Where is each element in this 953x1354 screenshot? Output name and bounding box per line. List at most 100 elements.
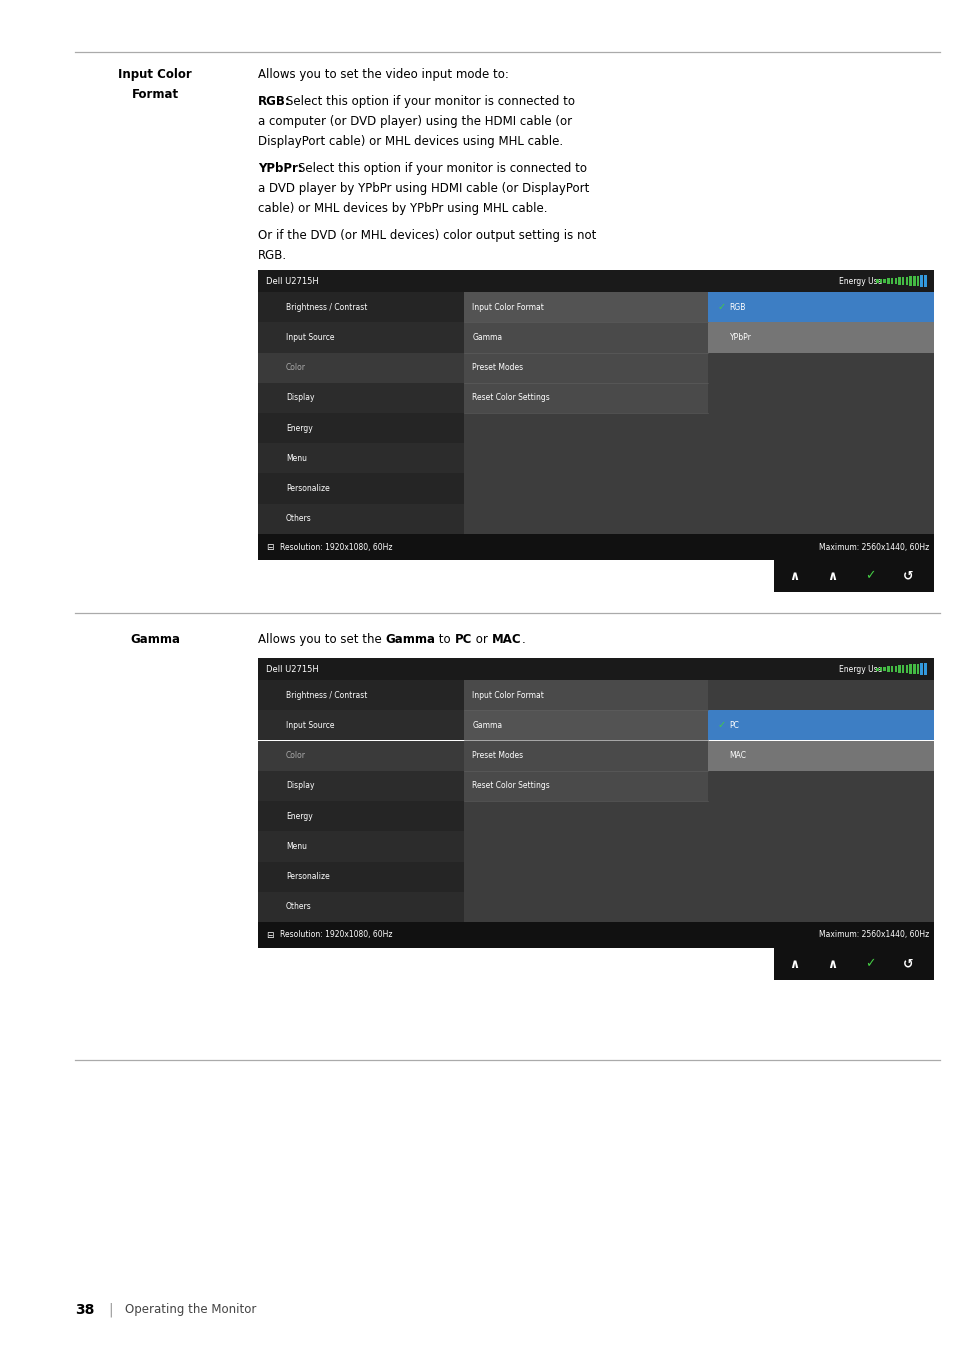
Text: ∧: ∧ [788, 570, 799, 582]
Text: Others: Others [286, 515, 312, 524]
Text: Brightness / Contrast: Brightness / Contrast [286, 691, 367, 700]
Text: 38: 38 [75, 1303, 94, 1317]
Bar [898, 665, 900, 673]
Text: Input Color Format: Input Color Format [472, 303, 543, 311]
Text: Format: Format [132, 88, 178, 102]
Text: Energy Use: Energy Use [838, 276, 882, 286]
Text: |: | [108, 1303, 112, 1317]
Text: RGB: RGB [729, 303, 745, 311]
Text: Or if the DVD (or MHL devices) color output setting is not: Or if the DVD (or MHL devices) color out… [257, 229, 596, 242]
Text: a computer (or DVD player) using the HDMI cable (or: a computer (or DVD player) using the HDM… [257, 115, 572, 129]
Text: RGB.: RGB. [257, 249, 287, 263]
Bar [707, 352, 933, 383]
Text: Allows you to set the: Allows you to set the [257, 634, 385, 646]
Text: Dell U2715H: Dell U2715H [266, 276, 318, 286]
Text: Energy: Energy [286, 424, 313, 433]
Bar [257, 922, 933, 948]
Bar [882, 279, 885, 283]
Bar [920, 275, 922, 287]
Text: Select this option if your monitor is connected to: Select this option if your monitor is co… [298, 162, 587, 175]
Bar [707, 741, 933, 770]
Text: ✓: ✓ [863, 957, 874, 971]
Bar [879, 279, 882, 283]
Text: PC: PC [455, 634, 472, 646]
Text: Brightness / Contrast: Brightness / Contrast [286, 303, 367, 311]
Text: Input Color: Input Color [118, 68, 192, 81]
Text: Allows you to set the video input mode to:: Allows you to set the video input mode t… [257, 68, 508, 81]
Text: .: . [521, 634, 525, 646]
Bar [464, 861, 707, 892]
Text: to: to [435, 634, 455, 646]
Bar [882, 666, 885, 672]
Text: ✓: ✓ [717, 302, 725, 313]
Bar [707, 504, 933, 533]
Text: ∧: ∧ [826, 957, 836, 971]
Bar [707, 892, 933, 922]
Bar [464, 831, 707, 861]
Text: Reset Color Settings: Reset Color Settings [472, 394, 549, 402]
Bar [890, 666, 892, 672]
Bar [707, 413, 933, 443]
Text: Maximum: 2560x1440, 60Hz: Maximum: 2560x1440, 60Hz [818, 930, 928, 940]
Bar [894, 278, 896, 284]
Bar [707, 474, 933, 504]
Bar [916, 276, 919, 287]
Bar [901, 665, 903, 673]
Bar [707, 831, 933, 861]
Bar [707, 802, 933, 831]
Text: YPbPr:: YPbPr: [257, 162, 302, 175]
Bar [894, 666, 896, 673]
Bar [886, 666, 888, 672]
Bar [257, 658, 933, 680]
Bar [464, 383, 707, 413]
Text: cable) or MHL devices by YPbPr using MHL cable.: cable) or MHL devices by YPbPr using MHL… [257, 202, 547, 215]
Text: Gamma: Gamma [472, 333, 502, 341]
Text: Select this option if your monitor is connected to: Select this option if your monitor is co… [286, 95, 575, 108]
Bar [257, 861, 464, 892]
Bar [464, 352, 707, 383]
Text: ↺: ↺ [902, 570, 912, 582]
Bar [257, 741, 464, 770]
Bar [257, 413, 464, 443]
Bar [464, 741, 707, 770]
Bar [257, 383, 464, 413]
Bar [916, 663, 919, 674]
Text: Display: Display [286, 394, 314, 402]
Text: ∧: ∧ [788, 957, 799, 971]
Bar [707, 443, 933, 474]
Text: Preset Modes: Preset Modes [472, 363, 523, 372]
Text: Resolution: 1920x1080, 60Hz: Resolution: 1920x1080, 60Hz [280, 543, 392, 551]
Bar [773, 948, 933, 980]
Bar [257, 831, 464, 861]
Bar [707, 711, 933, 741]
Text: ∧: ∧ [826, 570, 836, 582]
Bar [257, 352, 464, 383]
Text: Resolution: 1920x1080, 60Hz: Resolution: 1920x1080, 60Hz [280, 930, 392, 940]
Text: RGB:: RGB: [257, 95, 291, 108]
Bar [257, 322, 464, 352]
Text: or: or [472, 634, 492, 646]
Bar [257, 474, 464, 504]
Bar [904, 276, 907, 286]
Bar [908, 276, 911, 286]
Bar [464, 413, 707, 443]
Bar [464, 474, 707, 504]
Bar [257, 443, 464, 474]
Bar [257, 292, 464, 322]
Bar [707, 383, 933, 413]
Bar [879, 668, 882, 670]
Text: Color: Color [286, 363, 306, 372]
Bar [886, 279, 888, 283]
Bar [908, 665, 911, 674]
Bar [464, 443, 707, 474]
Text: Energy Use: Energy Use [838, 665, 882, 673]
Text: Color: Color [286, 751, 306, 760]
Text: ⊟: ⊟ [266, 543, 274, 551]
Bar [464, 292, 707, 322]
Bar [257, 802, 464, 831]
Text: Preset Modes: Preset Modes [472, 751, 523, 760]
Text: PC: PC [729, 720, 739, 730]
Text: Gamma: Gamma [385, 634, 435, 646]
Bar [901, 278, 903, 286]
Bar [257, 504, 464, 533]
